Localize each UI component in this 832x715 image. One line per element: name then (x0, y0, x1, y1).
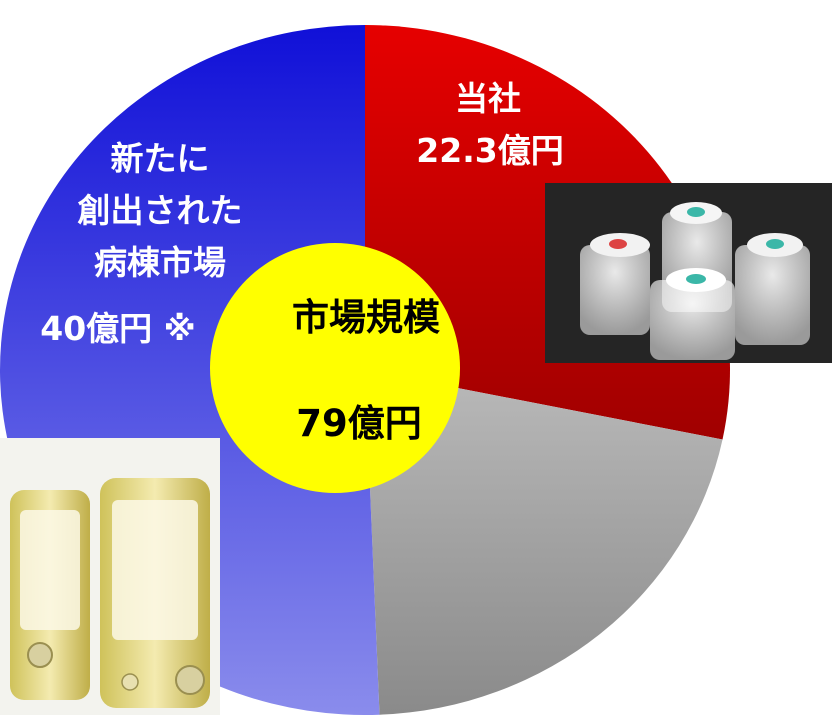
slice-label-line: 40億円 ※ (40, 309, 196, 348)
canister-icon (735, 233, 810, 345)
canister-icon (580, 233, 650, 335)
slice-label-line: 22.3億円 (416, 131, 563, 170)
product-photo-suction-units (0, 438, 220, 715)
center-label-total: 79億円 (296, 402, 422, 445)
product-photo-canisters (545, 183, 832, 363)
slice-label-line: 病棟市場 (94, 243, 226, 282)
canister-icon (650, 268, 735, 360)
slice-label-line: 当社 (455, 79, 521, 118)
suction-unit-icon (100, 478, 210, 708)
center-total-badge: 市場規模 79億円 (210, 243, 460, 493)
center-label-title: 市場規模 (292, 296, 440, 339)
slice-label-line: 新たに (111, 139, 210, 178)
slice-label-line: 創出された (78, 191, 243, 230)
suction-unit-icon (10, 490, 90, 700)
